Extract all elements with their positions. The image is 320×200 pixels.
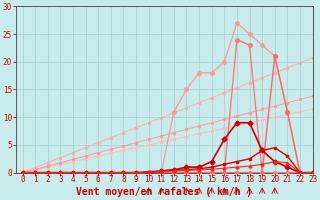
- X-axis label: Vent moyen/en rafales ( km/h ): Vent moyen/en rafales ( km/h ): [76, 187, 252, 197]
